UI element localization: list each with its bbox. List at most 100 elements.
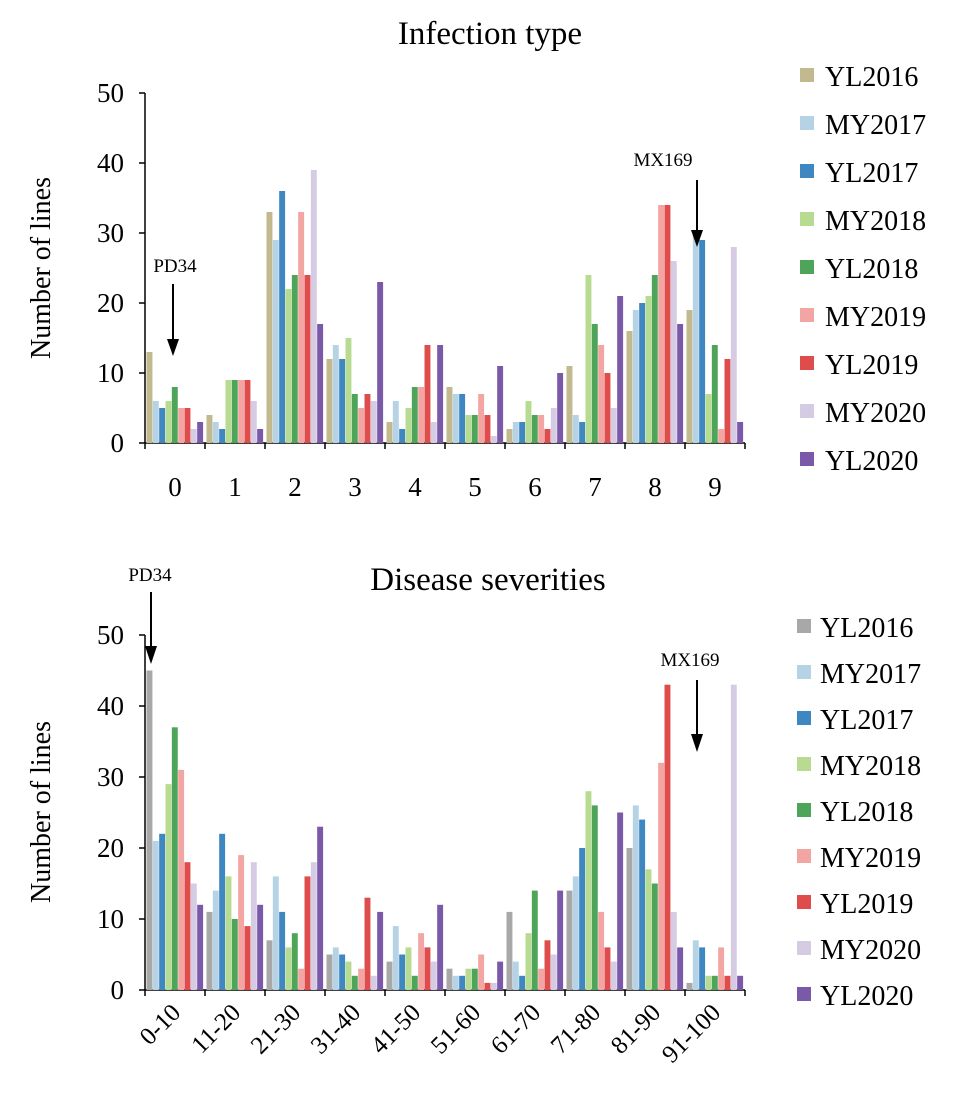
chart-2-bar <box>171 727 178 990</box>
chart-1-x-tick-label: 8 <box>648 472 662 502</box>
chart-2-bar <box>610 961 617 990</box>
chart-2-bar <box>377 911 384 990</box>
chart-2-bar <box>332 947 339 990</box>
chart-1-bar <box>326 359 333 443</box>
chart-2-bar <box>550 954 557 990</box>
chart-1-bar <box>244 380 251 443</box>
chart-1-axis-ticks <box>139 92 746 449</box>
chart-1-bar <box>377 282 384 443</box>
chart-2-x-tick-label: 0-10 <box>135 999 186 1050</box>
chart-1-bar <box>298 212 305 443</box>
chart-2-bar <box>598 911 605 990</box>
chart-2-legend-label: YL2017 <box>820 705 913 736</box>
chart-2-bar <box>345 961 352 990</box>
chart-1-bar <box>658 205 665 443</box>
chart-2-legend-swatch <box>797 941 811 955</box>
chart-2-bar <box>658 762 665 990</box>
chart-1-x-tick-label: 2 <box>288 472 302 502</box>
chart-2-x-tick-label: 51-60 <box>426 999 486 1059</box>
chart-1-bar <box>197 422 204 443</box>
chart-1-bar <box>465 415 472 443</box>
chart-1-bar <box>692 233 699 443</box>
chart-2-axis-ticks <box>139 634 746 996</box>
chart-2-bar <box>178 769 185 990</box>
chart-2-bar <box>686 982 693 990</box>
chart-1-bar <box>266 212 273 443</box>
chart-2-bar <box>538 968 545 990</box>
chart-2-bar <box>465 968 472 990</box>
chart-1-legend-swatch <box>800 164 814 178</box>
chart-1-bars <box>146 170 744 443</box>
chart-2-annotation-arrowhead <box>145 646 157 664</box>
chart-1-legend-swatch <box>800 452 814 466</box>
chart-1-y-tick-label: 20 <box>97 288 124 318</box>
chart-1-bar <box>231 380 238 443</box>
chart-2-legend-label: YL2020 <box>820 981 913 1012</box>
chart-1-y-tick-label: 0 <box>111 428 125 458</box>
chart-2-bar <box>212 890 219 990</box>
chart-2-bar <box>190 883 197 990</box>
chart-1-bar <box>490 436 497 443</box>
chart-2-bar <box>639 819 646 990</box>
chart-1-bar <box>206 415 213 443</box>
chart-1-legend-label: MY2020 <box>825 398 926 429</box>
chart-1-bar <box>531 415 538 443</box>
chart-1-bar <box>345 338 352 443</box>
chart-1-bar <box>484 415 491 443</box>
chart-1-title: Infection type <box>398 16 582 52</box>
chart-2-bar <box>490 982 497 990</box>
chart-1-bar <box>238 380 245 443</box>
chart-1-x-tick-label: 0 <box>168 472 182 502</box>
chart-2-bar <box>711 975 718 990</box>
chart-1-bar <box>718 429 725 443</box>
chart-1-bar <box>730 247 737 443</box>
chart-2-x-tick-label: 61-70 <box>486 999 546 1059</box>
chart-2-title: Disease severities <box>370 562 606 598</box>
chart-1-bar <box>610 408 617 443</box>
chart-2-bar <box>219 833 226 990</box>
chart-1-bar <box>572 415 579 443</box>
chart-2-y-tick-label: 0 <box>111 975 125 1005</box>
chart-2-bar <box>446 968 453 990</box>
chart-1-bar <box>257 429 264 443</box>
chart-2-bar <box>339 954 346 990</box>
chart-2-annotation-mx169: MX169 <box>660 650 720 752</box>
chart-2-bar <box>424 947 431 990</box>
chart-1-bar <box>437 345 444 443</box>
chart-1-annotation-pd34: PD34 <box>153 256 197 356</box>
chart-1-bar <box>497 366 504 443</box>
chart-1-bar <box>711 345 718 443</box>
chart-1-bar <box>165 401 172 443</box>
chart-1-bar <box>446 387 453 443</box>
chart-1-bar <box>645 296 652 443</box>
chart-2-bar <box>632 805 639 990</box>
chart-2-legend-swatch <box>797 711 811 725</box>
chart-2-bar <box>705 975 712 990</box>
chart-1-bar <box>430 422 437 443</box>
chart-1-bar <box>152 401 159 443</box>
chart-1-bar <box>370 401 377 443</box>
chart-1-x-tick-label: 9 <box>708 472 722 502</box>
chart-1-legend-label: MY2019 <box>825 302 926 333</box>
chart-1-bar <box>639 303 646 443</box>
chart-2-bar <box>525 933 532 990</box>
chart-1-legend-label: YL2016 <box>825 62 918 93</box>
chart-1-bar <box>285 289 292 443</box>
chart-2-bar <box>358 968 365 990</box>
chart-1-bar <box>591 324 598 443</box>
chart-1-bar <box>471 415 478 443</box>
chart-2-legend-swatch <box>797 619 811 633</box>
chart-2-bar <box>497 961 504 990</box>
chart-2-legend-label: MY2017 <box>820 659 921 690</box>
chart-2-bar <box>386 961 393 990</box>
chart-1-bar <box>598 345 605 443</box>
chart-2-bar <box>512 961 519 990</box>
chart-2-legend-swatch <box>797 895 811 909</box>
chart-2-legend: YL2016 MY2017 YL2017 MY2018 YL2018 MY201… <box>797 613 921 1012</box>
chart-1-bar <box>339 359 346 443</box>
chart-2-bar <box>317 826 324 990</box>
chart-2-bar <box>531 890 538 990</box>
chart-1-legend-swatch <box>800 308 814 322</box>
chart-1-bar <box>566 366 573 443</box>
chart-2-y-tick-label: 30 <box>97 762 124 792</box>
